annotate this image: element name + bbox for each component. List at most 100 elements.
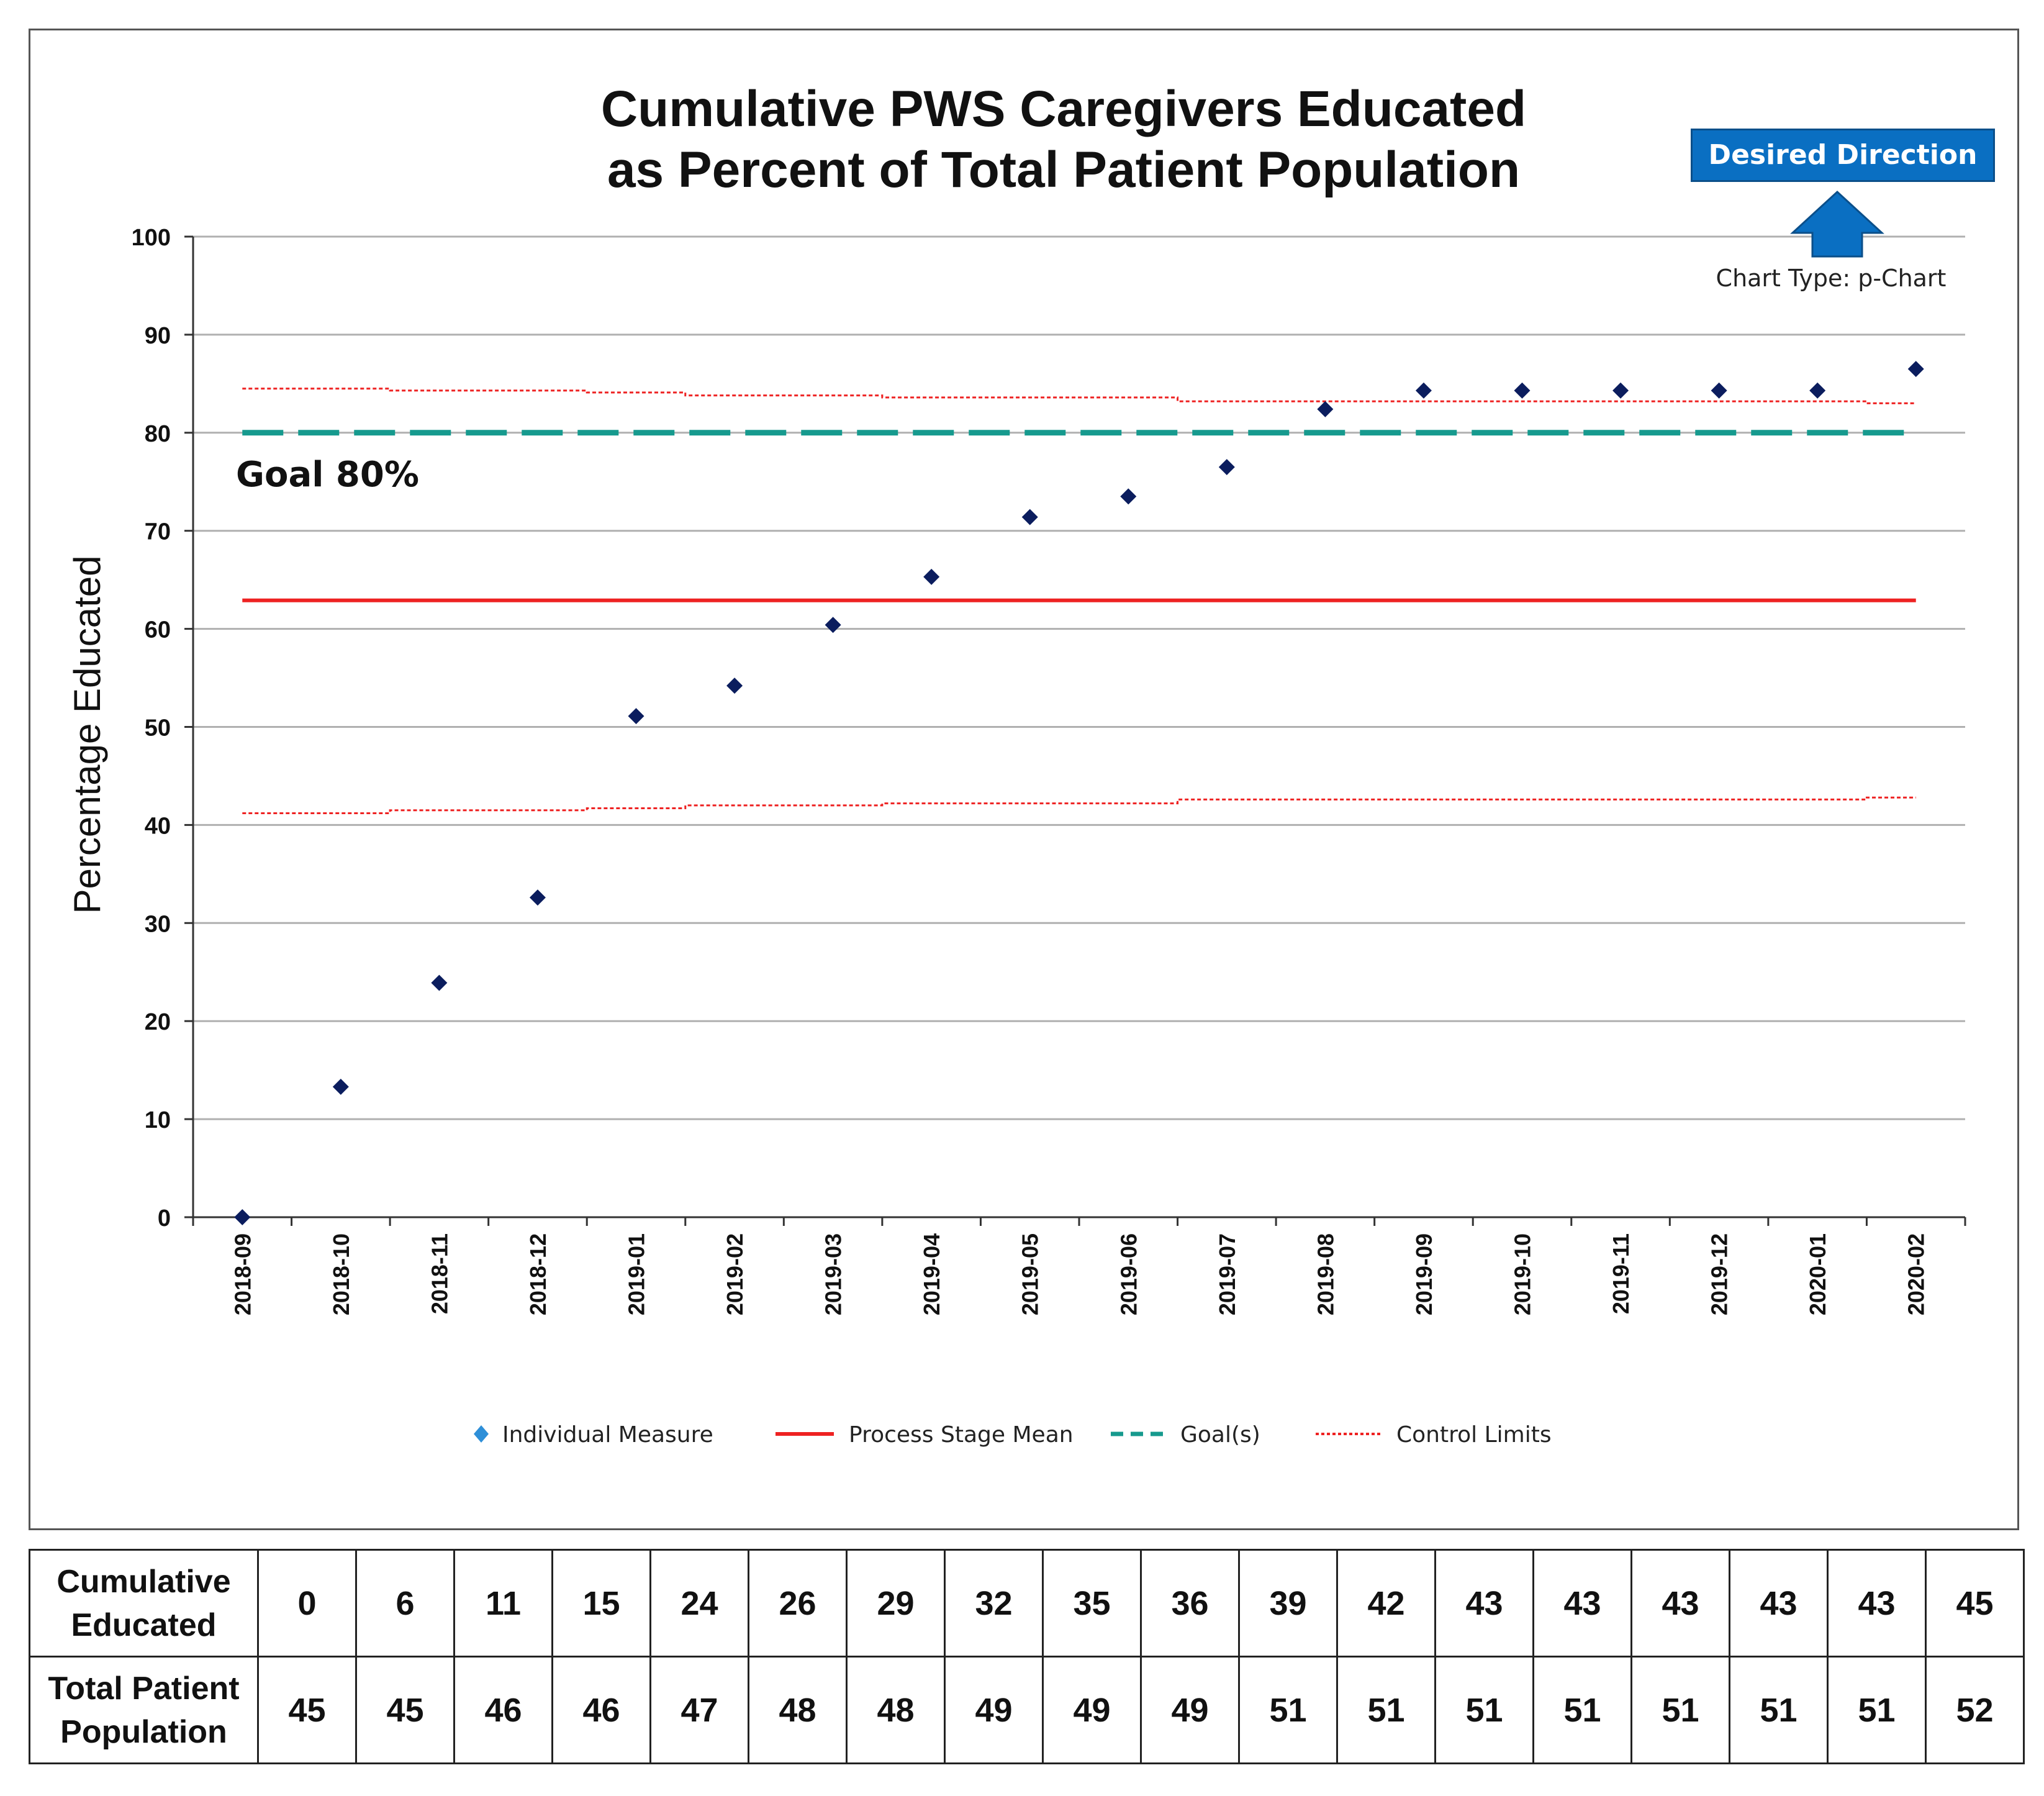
table-cell: 45 (1925, 1549, 2025, 1658)
table-cell: 45 (257, 1656, 357, 1764)
x-tick-label-2019-11: 2019-11 (1608, 1233, 1634, 1314)
y-tick-label-100: 100 (132, 225, 171, 251)
y-tick-label-30: 30 (145, 911, 171, 937)
x-tick-label-2020-02: 2020-02 (1904, 1233, 1929, 1315)
y-tick-label-50: 50 (145, 715, 171, 742)
table-cell: 24 (649, 1549, 749, 1658)
legend-label-control-limits: Control Limits (1396, 1422, 1552, 1448)
chart-frame: Cumulative PWS Caregivers Educated as Pe… (29, 29, 2019, 1530)
x-tick-label-2019-02: 2019-02 (722, 1233, 748, 1315)
chart-title-line2: as Percent of Total Patient Population (607, 142, 1520, 198)
data-point-2019-10 (1514, 382, 1531, 399)
y-tick-label-0: 0 (158, 1205, 171, 1231)
table-cell: 47 (649, 1656, 749, 1764)
y-tick-label-10: 10 (145, 1107, 171, 1133)
y-tick-label-20: 20 (145, 1009, 171, 1035)
legend-marker-individual-measure (474, 1425, 489, 1443)
table-cell: 43 (1532, 1549, 1632, 1658)
goal-label: Goal 80% (236, 455, 419, 495)
x-tick-label-2019-06: 2019-06 (1116, 1233, 1141, 1315)
table-cell: 45 (355, 1656, 455, 1764)
data-point-2019-04 (923, 568, 940, 585)
upper-control-limit-line (242, 388, 1916, 404)
x-tick-label-2018-11: 2018-11 (427, 1233, 452, 1314)
x-tick-label-2019-09: 2019-09 (1411, 1233, 1437, 1315)
table-cell: 51 (1532, 1656, 1632, 1764)
x-tick-label-2018-12: 2018-12 (525, 1233, 551, 1315)
table-cell: 51 (1729, 1656, 1829, 1764)
legend-label-individual-measure: Individual Measure (502, 1422, 713, 1448)
x-tick-labels: 2018-09 2018-10 2018-11 2018-12 2019-01 2019-… (230, 1233, 1929, 1315)
data-point-2019-03 (825, 617, 841, 633)
x-tick-label-2019-08: 2019-08 (1313, 1233, 1338, 1315)
data-point-2019-08 (1317, 401, 1334, 417)
y-axis-label: Percentage Educated (66, 555, 108, 914)
x-tick-label-2019-04: 2019-04 (919, 1233, 944, 1315)
table-cell: 49 (1042, 1656, 1142, 1764)
chart-title-line1: Cumulative PWS Caregivers Educated (601, 81, 1526, 137)
legend-label-process-stage-mean: Process Stage Mean (849, 1422, 1074, 1448)
x-tick-label-2019-03: 2019-03 (821, 1233, 846, 1315)
x-tick-label-2019-07: 2019-07 (1214, 1233, 1240, 1315)
table-cell: 48 (846, 1656, 946, 1764)
table-row: Cumulative Educated 0 6 11 15 24 26 29 32 35 36 39 42… (29, 1549, 2025, 1658)
individual-measure-points (234, 361, 1924, 1225)
x-tick-label-2019-10: 2019-10 (1510, 1233, 1535, 1315)
lower-control-limit-line (242, 796, 1916, 814)
table-cell: 51 (1238, 1656, 1338, 1764)
table-cell: 32 (944, 1549, 1044, 1658)
legend-label-goal: Goal(s) (1180, 1422, 1260, 1448)
table-cell: 49 (1140, 1656, 1240, 1764)
x-tick-label-2020-01: 2020-01 (1805, 1233, 1830, 1315)
data-point-2019-05 (1021, 509, 1038, 525)
y-tick-label-40: 40 (145, 813, 171, 839)
y-tick-label-90: 90 (145, 323, 171, 349)
x-tick-label-2018-09: 2018-09 (230, 1233, 255, 1315)
table-cell: 15 (551, 1549, 651, 1658)
table-cell: 42 (1336, 1549, 1436, 1658)
x-tick-label-2019-05: 2019-05 (1018, 1233, 1043, 1315)
table-cell: 0 (257, 1549, 357, 1658)
table-cell: 36 (1140, 1549, 1240, 1658)
table-cell: 29 (846, 1549, 946, 1658)
y-tick-labels: 0 10 20 30 40 50 60 70 80 90 100 (132, 225, 171, 1231)
data-point-2019-01 (628, 708, 644, 725)
table-cell: 43 (1827, 1549, 1927, 1658)
table-cell: 11 (453, 1549, 553, 1658)
chart-svg: Cumulative PWS Caregivers Educated as Pe… (66, 81, 1966, 1448)
arrow-up-icon (1790, 190, 1884, 258)
table-cell: 26 (748, 1549, 848, 1658)
table-cell: 43 (1729, 1549, 1829, 1658)
table-cell: 51 (1630, 1656, 1730, 1764)
data-point-2020-02 (1907, 361, 1924, 378)
data-point-2019-12 (1711, 382, 1727, 399)
desired-direction-badge: Desired Direction (1691, 129, 1995, 182)
data-point-2018-09 (234, 1209, 251, 1225)
table-cell: 51 (1336, 1656, 1436, 1764)
table-cell: 35 (1042, 1549, 1142, 1658)
data-point-2019-06 (1120, 488, 1137, 505)
x-tick-label-2019-12: 2019-12 (1707, 1233, 1732, 1315)
table-cell: 51 (1827, 1656, 1927, 1764)
data-table: Cumulative Educated 0 6 11 15 24 26 29 32 35 36 39 42… (29, 1549, 2025, 1764)
table-cell: 46 (453, 1656, 553, 1764)
series-layer (242, 388, 1916, 814)
row-header-line1: Total Patient (48, 1670, 240, 1707)
data-point-2018-10 (332, 1078, 349, 1095)
table-cell: 52 (1925, 1656, 2025, 1764)
data-point-2018-12 (529, 889, 546, 906)
row-header-line2: Educated (71, 1607, 217, 1643)
x-tick-label-2019-01: 2019-01 (624, 1233, 649, 1315)
legend: Individual Measure Process Stage Mean Goal… (474, 1422, 1552, 1448)
row-header-line1: Cumulative (57, 1563, 231, 1600)
table-cell: 48 (748, 1656, 848, 1764)
table-cell: 6 (355, 1549, 455, 1658)
table-row-header: Cumulative Educated (29, 1549, 259, 1658)
table-cell: 43 (1434, 1549, 1534, 1658)
data-point-2019-11 (1612, 382, 1629, 399)
data-point-2019-09 (1415, 382, 1432, 399)
y-tick-label-70: 70 (145, 519, 171, 545)
table-cell: 49 (944, 1656, 1044, 1764)
data-point-2019-02 (726, 678, 743, 694)
data-point-2018-11 (431, 974, 448, 991)
